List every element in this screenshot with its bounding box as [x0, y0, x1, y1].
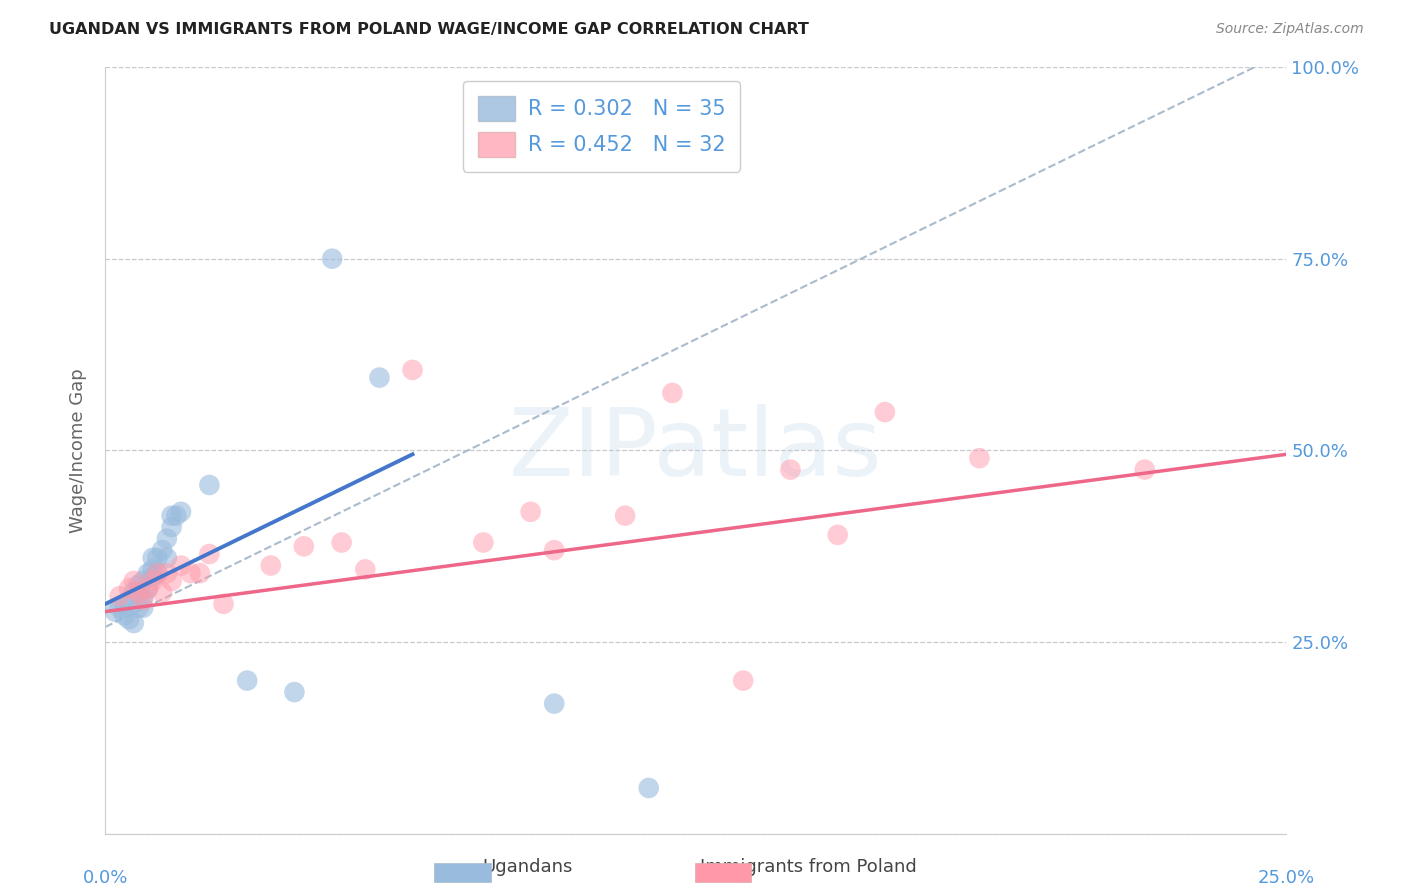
- Point: [128, 585, 150, 599]
- Point: [142, 562, 165, 576]
- Point: [401, 363, 423, 377]
- Point: [519, 505, 541, 519]
- Point: [160, 574, 183, 588]
- Text: Immigrants from Poland: Immigrants from Poland: [700, 858, 917, 876]
- Point: [156, 566, 179, 581]
- Point: [122, 574, 145, 588]
- Text: 0.0%: 0.0%: [83, 869, 128, 887]
- Point: [112, 608, 135, 623]
- Point: [150, 585, 173, 599]
- Point: [118, 612, 141, 626]
- Text: Ugandans: Ugandans: [482, 858, 572, 876]
- Point: [142, 574, 165, 588]
- Point: [543, 697, 565, 711]
- Y-axis label: Wage/Income Gap: Wage/Income Gap: [69, 368, 87, 533]
- Point: [160, 520, 183, 534]
- Point: [292, 539, 315, 553]
- Point: [108, 600, 131, 615]
- Point: [733, 673, 755, 688]
- Point: [118, 593, 141, 607]
- Point: [614, 508, 637, 523]
- Text: Source: ZipAtlas.com: Source: ZipAtlas.com: [1216, 22, 1364, 37]
- Point: [156, 550, 179, 565]
- Point: [198, 547, 221, 561]
- Point: [136, 582, 159, 596]
- Point: [198, 478, 221, 492]
- Point: [112, 597, 135, 611]
- Point: [472, 535, 495, 549]
- Point: [156, 532, 179, 546]
- Point: [179, 566, 201, 581]
- Point: [146, 566, 169, 581]
- Point: [510, 136, 533, 151]
- Point: [661, 385, 683, 400]
- Point: [170, 505, 193, 519]
- Point: [321, 252, 343, 266]
- Point: [132, 593, 155, 607]
- Point: [122, 585, 145, 599]
- Point: [170, 558, 193, 573]
- Point: [136, 566, 159, 581]
- Point: [104, 605, 127, 619]
- Point: [827, 528, 849, 542]
- Text: ZIPatlas: ZIPatlas: [509, 404, 883, 497]
- Point: [142, 570, 165, 584]
- Point: [779, 462, 801, 476]
- Legend: R = 0.302   N = 35, R = 0.452   N = 32: R = 0.302 N = 35, R = 0.452 N = 32: [463, 81, 740, 171]
- Point: [236, 673, 259, 688]
- Point: [146, 550, 169, 565]
- Point: [212, 597, 235, 611]
- Point: [150, 543, 173, 558]
- Point: [108, 589, 131, 603]
- Point: [132, 574, 155, 588]
- Point: [132, 600, 155, 615]
- Point: [142, 550, 165, 565]
- Text: UGANDAN VS IMMIGRANTS FROM POLAND WAGE/INCOME GAP CORRELATION CHART: UGANDAN VS IMMIGRANTS FROM POLAND WAGE/I…: [49, 22, 808, 37]
- Point: [330, 535, 353, 549]
- Point: [873, 405, 896, 419]
- Point: [637, 780, 659, 795]
- Point: [136, 582, 159, 596]
- Point: [165, 508, 187, 523]
- Point: [354, 562, 377, 576]
- Point: [368, 370, 391, 384]
- Point: [122, 615, 145, 630]
- Point: [543, 543, 565, 558]
- Point: [128, 600, 150, 615]
- Point: [969, 451, 991, 466]
- Point: [1133, 462, 1156, 476]
- Point: [132, 589, 155, 603]
- Point: [160, 508, 183, 523]
- Point: [128, 578, 150, 592]
- Text: 25.0%: 25.0%: [1258, 869, 1315, 887]
- Point: [146, 566, 169, 581]
- Point: [283, 685, 305, 699]
- Point: [118, 582, 141, 596]
- Point: [260, 558, 283, 573]
- Point: [188, 566, 211, 581]
